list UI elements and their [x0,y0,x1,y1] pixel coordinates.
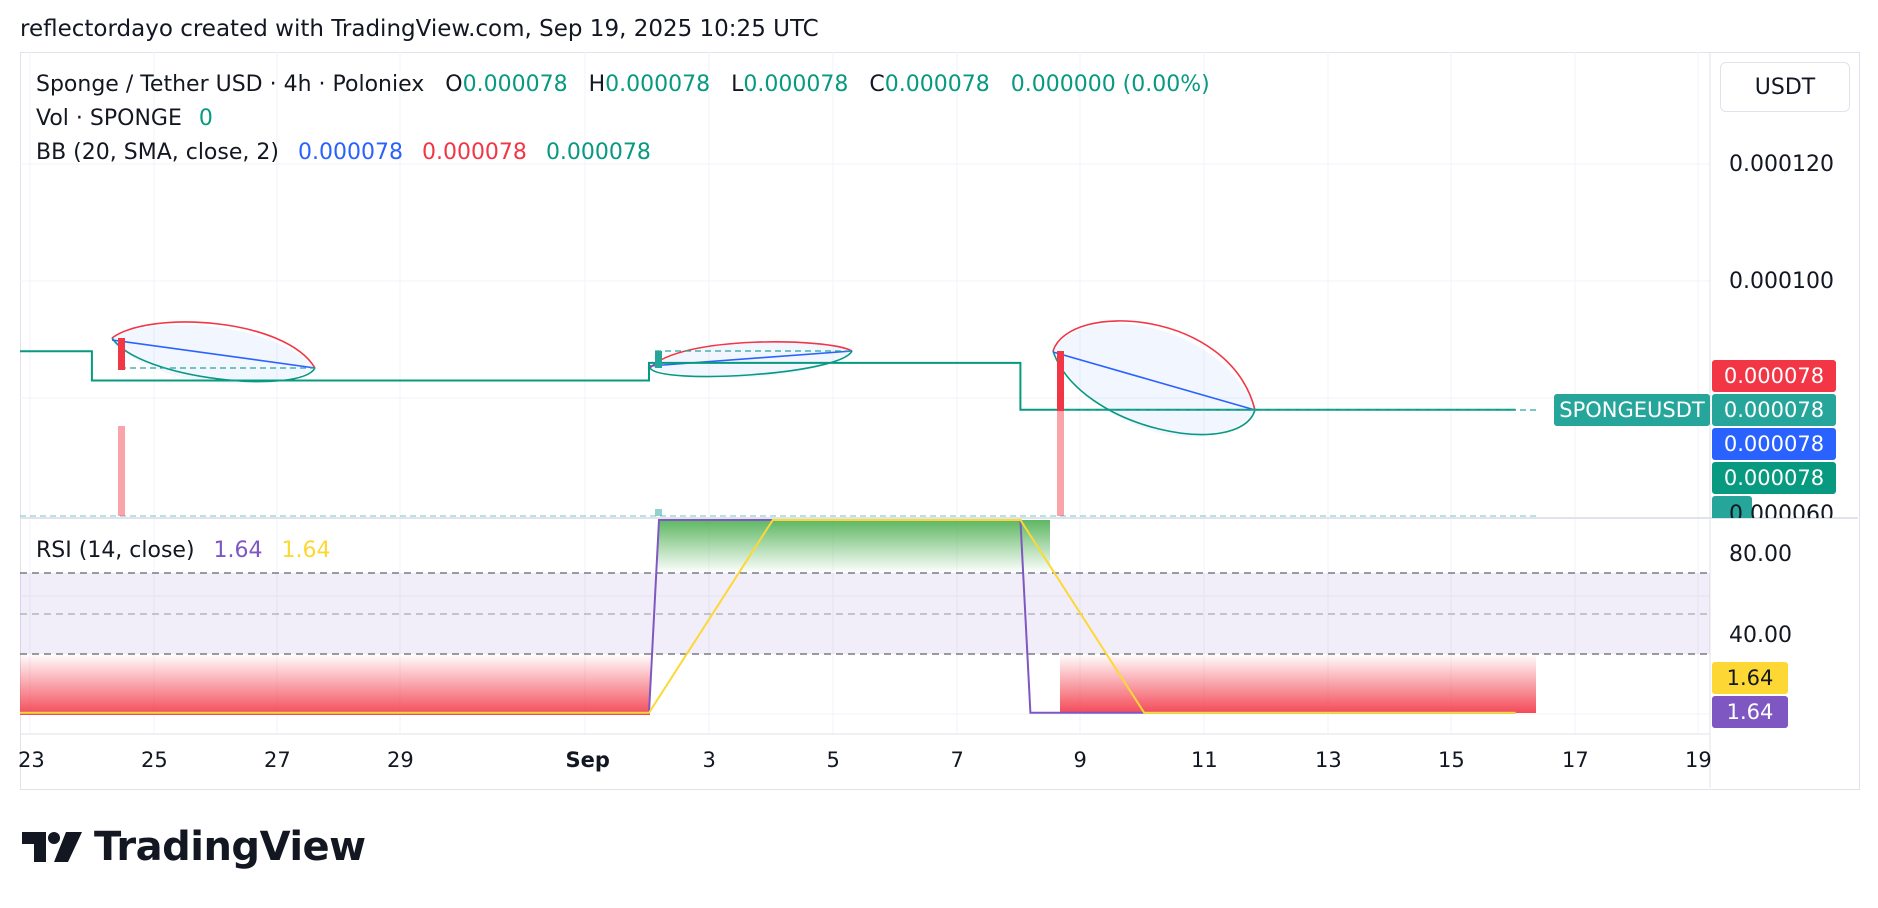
rsi-value: 1.64 [213,538,263,563]
rsi-oversold-fill-1 [20,655,650,715]
bb-upper-line [111,320,1256,411]
candle-up-2 [655,351,662,368]
open-label: O [445,72,463,97]
time-tick-label: 23 [18,748,45,772]
bb-lower-line [111,337,1256,436]
rsi-legend[interactable]: RSI (14, close) 1.64 1.64 [36,538,331,563]
horizontal-grid [20,163,1710,715]
change-value: 0.000000 (0.00%) [1010,72,1210,97]
bb-basis-value: 0.000078 [297,140,403,165]
tradingview-logo-icon [22,832,82,862]
time-tick-label: Sep [565,748,610,772]
price-line [20,350,1516,411]
rsi-tag: 1.64 [1712,696,1788,728]
bb-basis-tag: 0.000078 [1712,428,1836,460]
price-tick-0: 0.000120 [1729,152,1834,177]
chart-header: reflectordayo created with TradingView.c… [20,16,819,42]
time-axis[interactable]: 23 25 27 29 Sep 3 5 7 9 11 13 15 17 19 [0,748,1712,778]
low-value: 0.000078 [743,72,849,97]
low-label: L [731,72,744,97]
symbol-tag: SPONGEUSDT [1554,394,1710,426]
time-tick-label: 13 [1315,748,1342,772]
bb-upper-value: 0.000078 [421,140,527,165]
currency-button[interactable]: USDT [1720,62,1850,112]
price-bottom-clip: 0.000060 [1712,496,1852,518]
time-tick-label: 25 [141,748,168,772]
time-tick-label: 19 [1685,748,1712,772]
volume-bar-1 [118,426,125,516]
symbol-title: Sponge / Tether USD · 4h · Poloniex [36,72,425,97]
bb-lower-tag: 0.000078 [1712,462,1836,494]
volume-bar-3 [1057,392,1064,516]
close-label: C [869,72,885,97]
time-tick-label: 17 [1562,748,1589,772]
volume-bar-2 [655,509,662,516]
time-tick-label: 3 [702,748,716,772]
last-price-tag: 0.000078 [1712,394,1836,426]
rsi-ma-line [20,519,1516,714]
rsi-ma-value: 1.64 [281,538,331,563]
price-tick-2: 0.000060 [1729,502,1834,518]
rsi-ma-tag: 1.64 [1712,662,1788,694]
bb-lower-value: 0.000078 [545,140,651,165]
rsi-tick-1: 40.00 [1729,623,1792,648]
tradingview-logo: TradingView [22,824,366,870]
price-tick-1: 0.000100 [1729,269,1834,294]
time-tick-label: 5 [826,748,840,772]
volume-value: 0 [198,106,213,131]
high-label: H [588,72,606,97]
time-tick-label: 7 [950,748,964,772]
high-value: 0.000078 [605,72,711,97]
candle-down-3 [1057,351,1064,411]
volume-legend[interactable]: Vol · SPONGE 0 [36,106,213,131]
rsi-overbought-fill [658,520,1050,572]
candle-down-1 [118,338,125,370]
time-tick-label: 11 [1191,748,1218,772]
tradingview-logo-text: TradingView [94,824,366,870]
bb-fill-2 [650,341,852,378]
close-value: 0.000078 [884,72,990,97]
volume-label: Vol · SPONGE [36,106,182,131]
symbol-legend[interactable]: Sponge / Tether USD · 4h · Poloniex O0.0… [36,72,1210,97]
bb-upper-tag: 0.000078 [1712,360,1836,392]
time-tick-label: 27 [264,748,291,772]
rsi-oversold-fill-2 [1060,655,1536,713]
time-tick-label: 9 [1073,748,1087,772]
rsi-tick-0: 80.00 [1729,542,1792,567]
bb-label: BB (20, SMA, close, 2) [36,140,279,165]
bb-legend[interactable]: BB (20, SMA, close, 2) 0.000078 0.000078… [36,140,651,165]
bb-fill-3 [1053,323,1255,437]
open-value: 0.000078 [462,72,568,97]
rsi-label: RSI (14, close) [36,538,195,563]
time-tick-label: 15 [1438,748,1465,772]
time-tick-label: 29 [387,748,414,772]
chart-frame [20,52,1860,790]
